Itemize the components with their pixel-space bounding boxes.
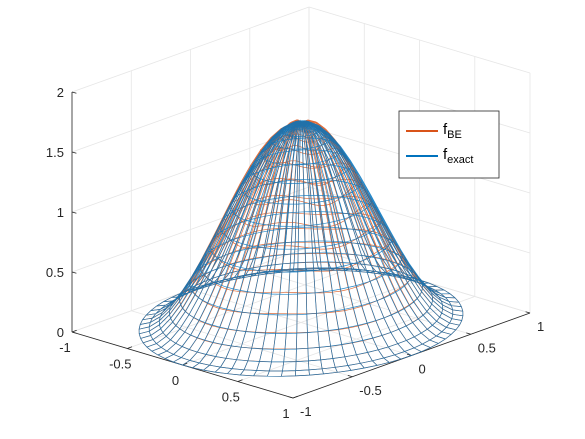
y-tick-label: 0 [419, 362, 426, 377]
axis-line [288, 396, 294, 399]
surface-mesh [138, 119, 464, 377]
axis-line [71, 151, 77, 154]
axis-line [525, 311, 531, 314]
mesh-f-exact [138, 119, 464, 377]
axis-line [466, 332, 471, 335]
legend-label-f-exact: fexact [443, 146, 473, 166]
z-tick-label: 2 [57, 85, 64, 100]
grid-line [190, 289, 412, 356]
axes-grid [71, 6, 531, 399]
grid-line [71, 6, 310, 93]
z-tick-label: 0 [57, 325, 64, 340]
grid-line [131, 310, 353, 378]
legend-label-f-be: fBE [443, 121, 462, 141]
y-tick-label: -0.5 [359, 383, 381, 398]
x-tick-label: -1 [59, 340, 71, 355]
z-tick-label: 1 [57, 205, 64, 220]
tick-labels: -1 -0.5 0 0.5 1 -1 -0.5 0 0.5 1 0 0.5 1 1.5 2 [46, 85, 544, 421]
axis-line [71, 211, 77, 214]
y-tick-label: 1 [537, 319, 544, 334]
axis-line [71, 329, 77, 333]
axis-line [292, 395, 298, 399]
x-tick-label: 0 [172, 373, 179, 388]
x-tick-label: -0.5 [109, 357, 131, 372]
grid-line [71, 66, 310, 153]
x-tick-label: 1 [282, 406, 289, 421]
legend: fBE fexact [398, 110, 500, 179]
x-tick-label: 0.5 [222, 390, 240, 405]
legend-box [398, 110, 500, 179]
z-tick-label: 0.5 [46, 265, 64, 280]
y-tick-label: 0.5 [478, 340, 496, 355]
axis-line [347, 375, 353, 378]
axis-line [237, 379, 243, 382]
axis-line [71, 271, 77, 274]
grid-line [308, 6, 531, 74]
axis-line [71, 91, 77, 94]
axis-line [127, 346, 133, 349]
z-tick-label: 1.5 [46, 145, 64, 160]
axis-line [71, 331, 77, 334]
mesh-f-exact-path [138, 119, 464, 377]
y-tick-label: -1 [300, 404, 312, 419]
